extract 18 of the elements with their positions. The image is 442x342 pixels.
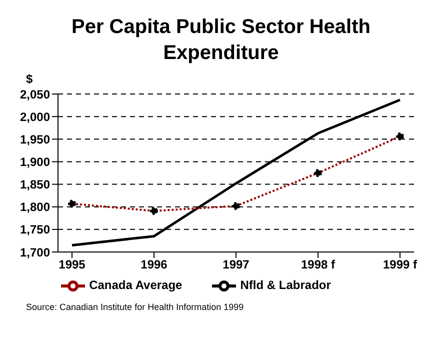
chart-title: Per Capita Public Sector Health Expenditure: [70, 15, 372, 66]
y-tick-label: 2,050: [20, 87, 50, 102]
legend-label: Canada Average: [89, 278, 182, 292]
x-tick-label: 1996: [140, 258, 168, 272]
legend-label: Nfld & Labrador: [240, 278, 331, 292]
x-tick-label: 1997: [222, 258, 250, 272]
y-axis-title: $: [26, 72, 34, 86]
y-tick-label: 1,950: [20, 132, 50, 146]
y-tick-label: 1,700: [20, 245, 50, 260]
x-tick-label: 1995: [58, 258, 86, 272]
y-tick-label: 1,900: [20, 154, 50, 169]
y-tick-label: 2,000: [20, 110, 50, 124]
y-tick-label: 1,800: [20, 200, 50, 214]
x-tick-label: 1999 f: [382, 258, 418, 272]
y-tick-label: 1,750: [20, 222, 50, 237]
y-tick-label: 1,850: [20, 178, 50, 192]
source-note: Source: Canadian Institute for Health Information 1999: [26, 302, 245, 312]
x-tick-label: 1998 f: [300, 258, 336, 272]
